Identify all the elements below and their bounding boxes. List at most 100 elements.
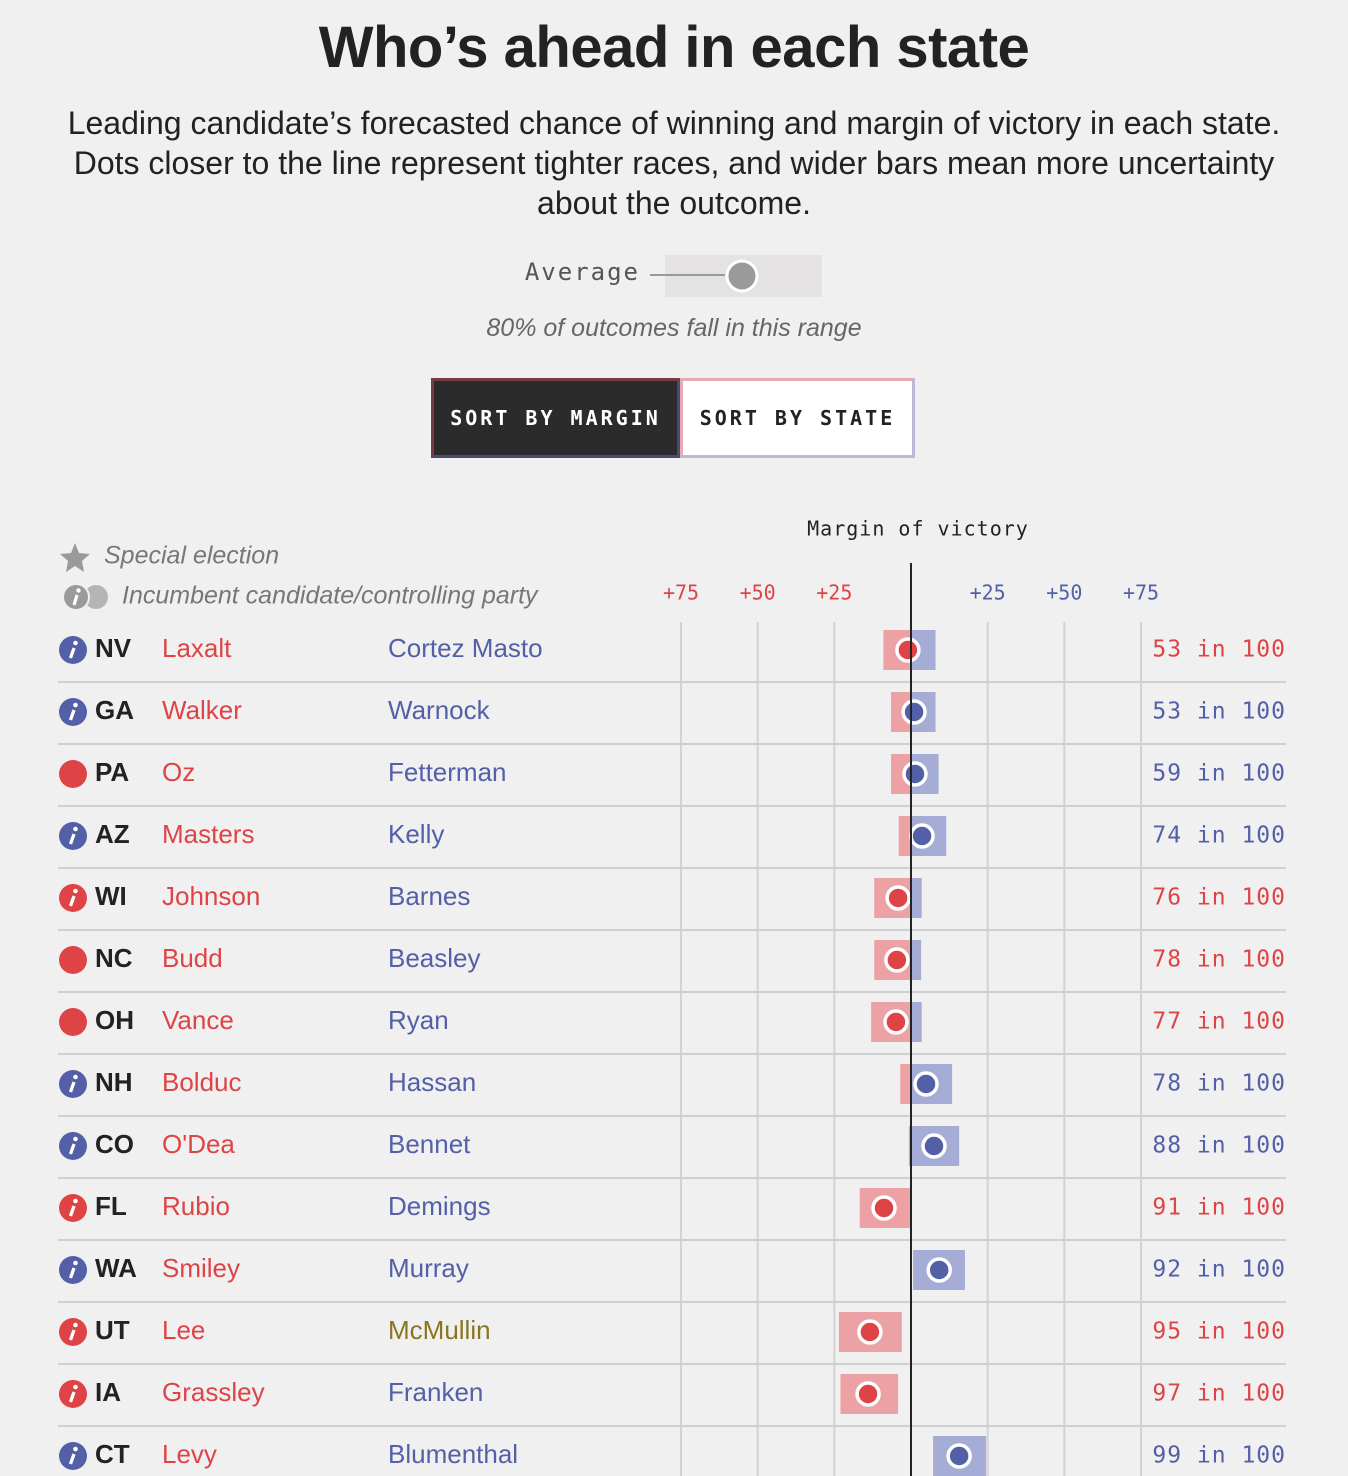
range-note: 80% of outcomes fall in this range [486, 314, 862, 342]
party-icon [59, 1008, 87, 1036]
incumbent-icon [84, 585, 108, 609]
margin-dot [902, 761, 928, 787]
chance-label: 53 in 100 [1152, 699, 1286, 725]
party-icon [68, 895, 76, 907]
democrat: Demings [388, 1191, 491, 1221]
party-icon [73, 702, 78, 708]
margin-dot [926, 1257, 952, 1283]
democrat: Kelly [388, 819, 444, 849]
party-icon [68, 1453, 76, 1465]
range-bar [908, 1126, 911, 1166]
margin-dot [885, 885, 911, 911]
democrat: Murray [388, 1253, 469, 1283]
chance-label: 76 in 100 [1152, 885, 1286, 911]
democrat: Cortez Masto [388, 633, 543, 663]
x-tick-label: +50 [1046, 581, 1082, 605]
chance-label: 74 in 100 [1152, 823, 1286, 849]
democrat: McMullin [388, 1315, 491, 1345]
party-icon [73, 1322, 78, 1328]
chance-label: 88 in 100 [1152, 1133, 1286, 1159]
state: IA [95, 1377, 121, 1407]
state: FL [95, 1191, 127, 1221]
margin-dot [884, 947, 910, 973]
democrat: Warnock [388, 695, 491, 725]
margin-dot [871, 1195, 897, 1221]
republican: Grassley [162, 1377, 265, 1407]
party-icon [73, 1260, 78, 1266]
margin-dot [883, 1009, 909, 1035]
state: NV [95, 633, 132, 663]
state: OH [95, 1005, 134, 1035]
republican: O'Dea [162, 1129, 235, 1159]
x-tick-label: +75 [663, 581, 699, 605]
party-icon [73, 888, 78, 894]
democrat: Ryan [388, 1005, 449, 1035]
range-bar [911, 1002, 922, 1042]
range-bar [911, 878, 922, 918]
chance-label: 78 in 100 [1152, 947, 1286, 973]
party-icon [73, 1136, 78, 1142]
toggle-knob[interactable] [725, 259, 759, 293]
margin-dot [901, 699, 927, 725]
democrat: Blumenthal [388, 1439, 518, 1469]
republican: Vance [162, 1005, 234, 1035]
axis-title: Margin of victory [807, 517, 1029, 541]
chance-label: 59 in 100 [1152, 761, 1286, 787]
party-icon [73, 1446, 78, 1452]
toggle-label: Average [524, 258, 640, 286]
range-bar [911, 940, 922, 980]
republican: Levy [162, 1439, 217, 1469]
party-icon [68, 709, 76, 721]
sort-button[interactable]: SORT BY STATE [680, 378, 915, 458]
republican: Oz [162, 757, 195, 787]
republican: Masters [162, 819, 254, 849]
party-icon [73, 826, 78, 832]
margin-dot [855, 1381, 881, 1407]
margin-dot [909, 823, 935, 849]
republican: Walker [162, 695, 242, 725]
state: WI [95, 881, 127, 911]
state: GA [95, 695, 134, 725]
sort-button[interactable]: SORT BY MARGIN [431, 378, 680, 458]
republican: Bolduc [162, 1067, 242, 1097]
range-bar [891, 692, 911, 732]
republican: Smiley [162, 1253, 240, 1283]
party-icon [68, 647, 76, 659]
margin-dot [913, 1071, 939, 1097]
margin-dot [946, 1443, 972, 1469]
republican: Rubio [162, 1191, 230, 1221]
range-bar [898, 816, 911, 856]
margin-dot [857, 1319, 883, 1345]
title: Who’s ahead in each state [318, 15, 1030, 80]
republican: Lee [162, 1315, 205, 1345]
party-icon [68, 1081, 76, 1093]
party-icon [73, 1384, 78, 1390]
party-icon [68, 1329, 76, 1341]
party-icon [68, 1391, 76, 1403]
party-icon [68, 1267, 76, 1279]
democrat: Hassan [388, 1067, 476, 1097]
chance-label: 53 in 100 [1152, 637, 1286, 663]
republican: Budd [162, 943, 223, 973]
star-icon [60, 543, 90, 572]
chance-label: 99 in 100 [1152, 1443, 1286, 1469]
state: WA [95, 1253, 137, 1283]
chance-label: 92 in 100 [1152, 1257, 1286, 1283]
chance-label: 78 in 100 [1152, 1071, 1286, 1097]
margin-dot [895, 637, 921, 663]
party-icon [73, 1074, 78, 1080]
subtitle: Leading candidate’s forecasted chance of… [67, 105, 1281, 221]
state: NH [95, 1067, 133, 1097]
state: AZ [95, 819, 130, 849]
legend-label: Incumbent candidate/controlling party [122, 582, 539, 610]
republican: Johnson [162, 881, 260, 911]
margin-dot [921, 1133, 947, 1159]
party-icon [59, 946, 87, 974]
incumbent-icon [72, 594, 79, 606]
state: PA [95, 757, 129, 787]
party-icon [73, 640, 78, 646]
x-tick-label: +50 [740, 581, 776, 605]
party-icon [68, 833, 76, 845]
